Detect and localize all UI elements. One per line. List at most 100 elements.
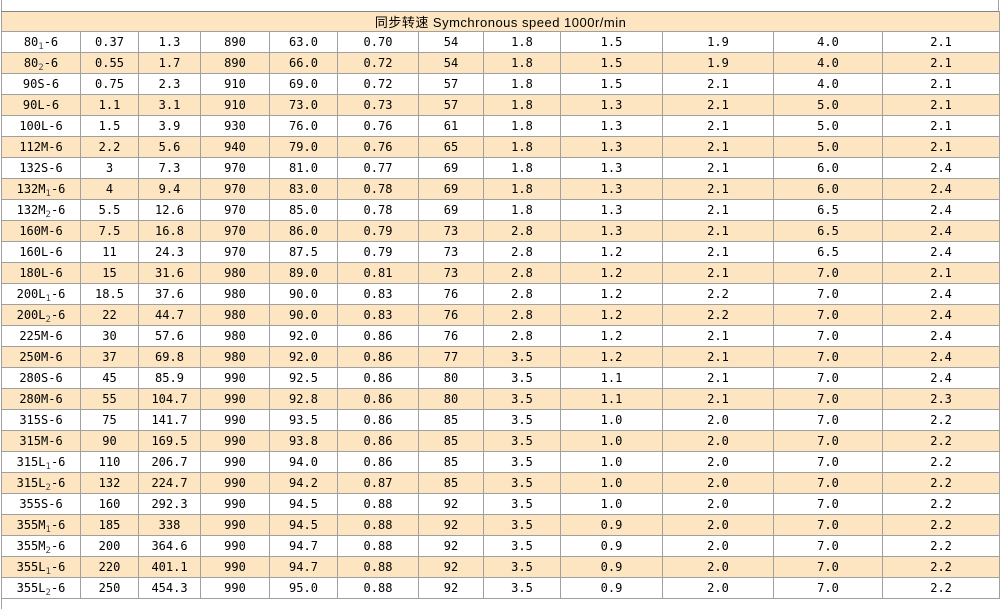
model-subscript: 1	[45, 294, 51, 304]
value-cell: 85	[418, 430, 484, 452]
value-cell: 1.3	[560, 199, 663, 221]
model-cell: 160M-6	[1, 220, 81, 242]
value-cell: 1.8	[483, 199, 561, 221]
value-cell: 970	[200, 220, 270, 242]
value-cell: 2.1	[662, 157, 774, 179]
value-cell: 3.5	[483, 346, 561, 368]
value-cell: 2.4	[881, 178, 1001, 200]
model-cell: 200L2-6	[1, 304, 81, 326]
value-cell: 2.0	[662, 535, 774, 557]
value-cell: 1.1	[80, 94, 139, 116]
value-cell: 2.1	[662, 199, 774, 221]
value-cell: 57	[418, 94, 484, 116]
value-cell: 85.0	[269, 199, 338, 221]
value-cell: 12.6	[138, 199, 201, 221]
value-cell: 3.5	[483, 430, 561, 452]
value-cell: 1.5	[560, 73, 663, 95]
value-cell: 0.86	[337, 325, 419, 347]
value-cell: 2.3	[881, 388, 1001, 410]
value-cell: 104.7	[138, 388, 201, 410]
value-cell: 73.0	[269, 94, 338, 116]
value-cell: 2.8	[483, 304, 561, 326]
value-cell: 80	[418, 388, 484, 410]
value-cell: 169.5	[138, 430, 201, 452]
value-cell: 1.5	[560, 31, 663, 53]
model-cell: 180L-6	[1, 262, 81, 284]
value-cell: 7.0	[773, 304, 883, 326]
value-cell: 86.0	[269, 220, 338, 242]
value-cell: 37.6	[138, 283, 201, 305]
value-cell: 7.0	[773, 409, 883, 431]
value-cell: 980	[200, 262, 270, 284]
value-cell: 0.88	[337, 493, 419, 515]
model-cell: 355M1-6	[1, 514, 81, 536]
value-cell: 2.4	[881, 283, 1001, 305]
value-cell: 3.1	[138, 94, 201, 116]
value-cell: 5.6	[138, 136, 201, 158]
value-cell: 93.5	[269, 409, 338, 431]
model-cell: 100L-6	[1, 115, 81, 137]
table-row: 355M1-6 185 338 990 94.5 0.88 92 3.5 0.9 2.0 7.0 2.…	[1, 514, 1001, 536]
value-cell: 3.5	[483, 577, 561, 599]
value-cell: 160	[80, 493, 139, 515]
model-subscript: 1	[45, 567, 51, 577]
model-subscript: 2	[45, 546, 51, 556]
table-row: 315S-6 75 141.7 990 93.5 0.86 85 3.5 1.0 2.0 7.0 2.…	[1, 409, 1001, 431]
value-cell: 2.1	[662, 178, 774, 200]
table-row: 280S-6 45 85.9 990 92.5 0.86 80 3.5 1.1 2.1 7.0 2.4	[1, 367, 1001, 389]
value-cell: 7.0	[773, 556, 883, 578]
value-cell: 1.0	[560, 409, 663, 431]
value-cell: 3	[80, 157, 139, 179]
value-cell: 45	[80, 367, 139, 389]
value-cell: 1.0	[560, 430, 663, 452]
value-cell: 0.76	[337, 115, 419, 137]
table-row: 160L-6 11 24.3 970 87.5 0.79 73 2.8 1.2 2.1 6.5 2.4	[1, 241, 1001, 263]
value-cell: 1.2	[560, 283, 663, 305]
value-cell: 1.7	[138, 52, 201, 74]
value-cell: 2.1	[662, 346, 774, 368]
value-cell: 2.1	[662, 136, 774, 158]
value-cell: 2.0	[662, 493, 774, 515]
value-cell: 54	[418, 31, 484, 53]
table-row: 112M-6 2.2 5.6 940 79.0 0.76 65 1.8 1.3 2.1 5.0 2.1	[1, 136, 1001, 158]
value-cell: 22	[80, 304, 139, 326]
value-cell: 2.0	[662, 556, 774, 578]
value-cell: 7.0	[773, 325, 883, 347]
value-cell: 0.73	[337, 94, 419, 116]
value-cell: 7.0	[773, 493, 883, 515]
model-cell: 90S-6	[1, 73, 81, 95]
value-cell: 0.86	[337, 388, 419, 410]
value-cell: 5.0	[773, 115, 883, 137]
value-cell: 2.1	[662, 220, 774, 242]
model-cell: 355L1-6	[1, 556, 81, 578]
value-cell: 0.86	[337, 451, 419, 473]
value-cell: 7.0	[773, 451, 883, 473]
value-cell: 2.1	[662, 73, 774, 95]
value-cell: 92	[418, 535, 484, 557]
value-cell: 990	[200, 388, 270, 410]
value-cell: 2.2	[881, 409, 1001, 431]
value-cell: 81.0	[269, 157, 338, 179]
value-cell: 110	[80, 451, 139, 473]
value-cell: 250	[80, 577, 139, 599]
value-cell: 980	[200, 304, 270, 326]
value-cell: 0.70	[337, 31, 419, 53]
value-cell: 930	[200, 115, 270, 137]
value-cell: 3.5	[483, 451, 561, 473]
value-cell: 5.0	[773, 94, 883, 116]
value-cell: 7.0	[773, 283, 883, 305]
value-cell: 990	[200, 367, 270, 389]
value-cell: 85	[418, 451, 484, 473]
value-cell: 0.78	[337, 178, 419, 200]
model-cell: 200L1-6	[1, 283, 81, 305]
value-cell: 292.3	[138, 493, 201, 515]
value-cell: 94.0	[269, 451, 338, 473]
value-cell: 990	[200, 451, 270, 473]
value-cell: 0.81	[337, 262, 419, 284]
model-subscript: 1	[45, 525, 51, 535]
value-cell: 1.2	[560, 304, 663, 326]
value-cell: 2.0	[662, 409, 774, 431]
value-cell: 1.9	[662, 52, 774, 74]
value-cell: 980	[200, 283, 270, 305]
value-cell: 1.0	[560, 493, 663, 515]
